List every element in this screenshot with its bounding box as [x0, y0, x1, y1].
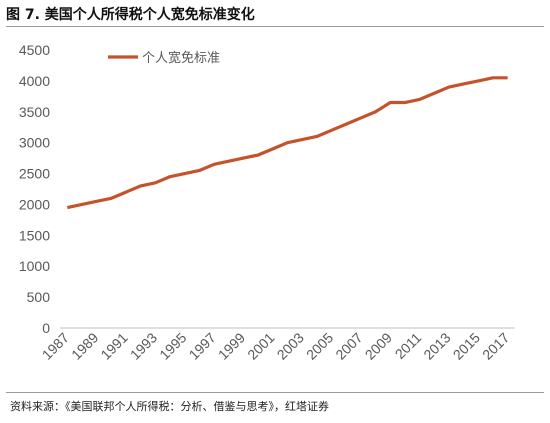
x-tick-label: 2013	[420, 329, 453, 362]
y-tick-label: 1000	[19, 258, 50, 274]
y-tick-label: 500	[27, 289, 51, 305]
x-axis-tick-labels: 1987198919911993199519971999200120032005…	[39, 329, 513, 362]
x-tick-label: 1997	[186, 329, 219, 362]
top-divider	[6, 26, 544, 27]
x-tick-label: 1995	[156, 329, 189, 362]
x-tick-label: 1989	[68, 329, 101, 362]
y-tick-label: 4000	[19, 73, 50, 89]
y-tick-label: 3500	[19, 104, 50, 120]
x-tick-label: 2007	[332, 329, 365, 362]
x-tick-label: 2017	[479, 329, 512, 362]
y-tick-label: 1500	[19, 227, 50, 243]
y-tick-label: 0	[42, 320, 50, 336]
x-tick-label: 2015	[450, 329, 483, 362]
x-tick-label: 2001	[244, 329, 277, 362]
figure-title: 图 7. 美国个人所得税个人宽免标准变化	[6, 7, 255, 23]
x-tick-label: 2005	[303, 329, 336, 362]
bottom-divider	[6, 392, 544, 393]
source-note: 资料来源：《美国联邦个人所得税：分析、借鉴与思考》，红塔证券	[10, 400, 329, 413]
x-tick-label: 1993	[127, 329, 160, 362]
legend: 个人宽免标准	[108, 50, 220, 65]
x-tick-label: 1991	[97, 329, 130, 362]
x-tick-label: 2011	[392, 329, 425, 362]
x-tick-label: 2003	[274, 329, 307, 362]
y-tick-label: 2000	[19, 196, 50, 212]
x-tick-label: 1999	[215, 329, 248, 362]
legend-label: 个人宽免标准	[142, 50, 220, 65]
x-tick-label: 2009	[362, 329, 395, 362]
y-tick-label: 4500	[19, 42, 50, 58]
line-chart: 0 500 1000 1500 2000 2500 3000 3500 4000 4500 198…	[19, 42, 515, 363]
series-line	[67, 76, 508, 210]
y-axis-tick-labels: 0 500 1000 1500 2000 2500 3000 3500 4000 4500	[19, 42, 50, 336]
y-tick-label: 2500	[19, 166, 50, 182]
y-tick-label: 3000	[19, 135, 50, 151]
